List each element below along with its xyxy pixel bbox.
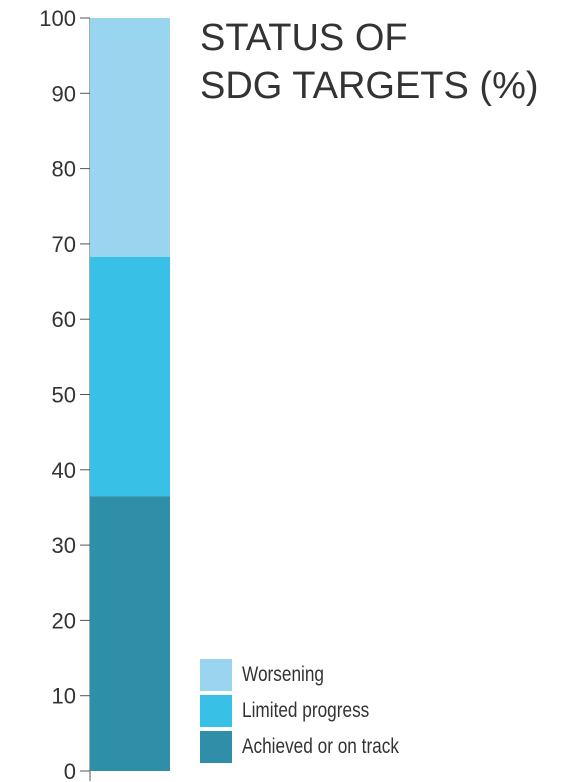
- legend-label-worsening: Worsening: [242, 663, 324, 686]
- bar-stack: [90, 18, 170, 771]
- legend-swatch-worsening: [200, 659, 232, 691]
- legend-label-achieved: Achieved or on track: [242, 735, 399, 758]
- legend-swatch-limited-progress: [200, 695, 232, 727]
- legend: Worsening Limited progress Achieved or o…: [200, 657, 433, 765]
- y-tick-label-100: 100: [39, 6, 76, 31]
- bar-segment-limited-progress: [90, 256, 170, 497]
- y-tick-label-70: 70: [52, 232, 76, 257]
- bar-segment-worsening: [90, 18, 170, 257]
- y-tick-label-20: 20: [52, 608, 76, 633]
- y-tick-label-90: 90: [52, 81, 76, 106]
- chart-title-line-2: SDG TARGETS (%): [200, 65, 539, 107]
- y-tick-label-10: 10: [52, 684, 76, 709]
- chart-title: STATUS OF SDG TARGETS (%): [200, 14, 539, 110]
- y-tick-label-60: 60: [52, 307, 76, 332]
- y-tick-label-0: 0: [64, 759, 76, 782]
- chart-title-line-1: STATUS OF: [200, 17, 408, 59]
- y-tick-label-80: 80: [52, 157, 76, 182]
- legend-item-worsening: Worsening: [200, 657, 433, 693]
- legend-swatch-achieved: [200, 731, 232, 763]
- legend-label-limited-progress: Limited progress: [242, 699, 370, 722]
- legend-item-achieved: Achieved or on track: [200, 729, 433, 765]
- y-axis: 0 10 20 30 40 50 60 70 80 90 100: [39, 6, 91, 782]
- y-tick-label-30: 30: [52, 533, 76, 558]
- bar-segment-achieved-or-on-track: [90, 496, 170, 771]
- legend-item-limited-progress: Limited progress: [200, 693, 433, 729]
- y-tick-label-50: 50: [52, 383, 76, 408]
- y-tick-label-40: 40: [52, 458, 76, 483]
